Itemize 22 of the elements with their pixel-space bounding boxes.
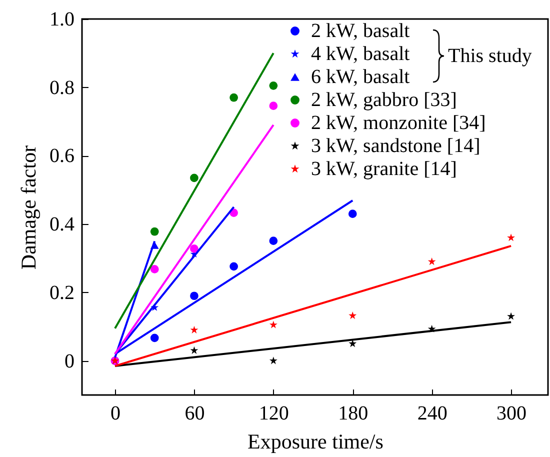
legend-label: 4 kW, basalt <box>311 43 410 65</box>
legend-label: 3 kW, sandstone [14] <box>311 135 480 157</box>
x-tick-label: 240 <box>417 402 448 424</box>
y-axis-title: Damage factor <box>16 145 40 270</box>
y-tick-label: 0.2 <box>50 282 74 304</box>
legend-label: 3 kW, granite [14] <box>311 158 457 180</box>
legend-label: 6 kW, basalt <box>311 66 410 88</box>
x-tick-label: 0 <box>110 402 121 424</box>
x-tick-label: 300 <box>496 402 527 424</box>
annotation: This study <box>448 45 532 68</box>
legend-label: 2 kW, gabbro [33] <box>311 89 457 111</box>
y-tick-label: 0.6 <box>50 145 74 168</box>
legend-label: 2 kW, basalt <box>311 20 410 42</box>
y-tick-label: 0.4 <box>50 214 74 236</box>
x-tick-label: 60 <box>184 402 205 424</box>
legend-label: 2 kW, monzonite [34] <box>311 112 486 134</box>
y-tick-label: 1.0 <box>50 8 74 30</box>
x-axis-title: Exposure time/s <box>248 430 384 454</box>
y-tick-label: 0.8 <box>50 76 74 99</box>
y-tick-label: 0 <box>64 350 74 372</box>
x-tick-label: 120 <box>258 402 289 424</box>
x-tick-label: 180 <box>338 402 368 424</box>
